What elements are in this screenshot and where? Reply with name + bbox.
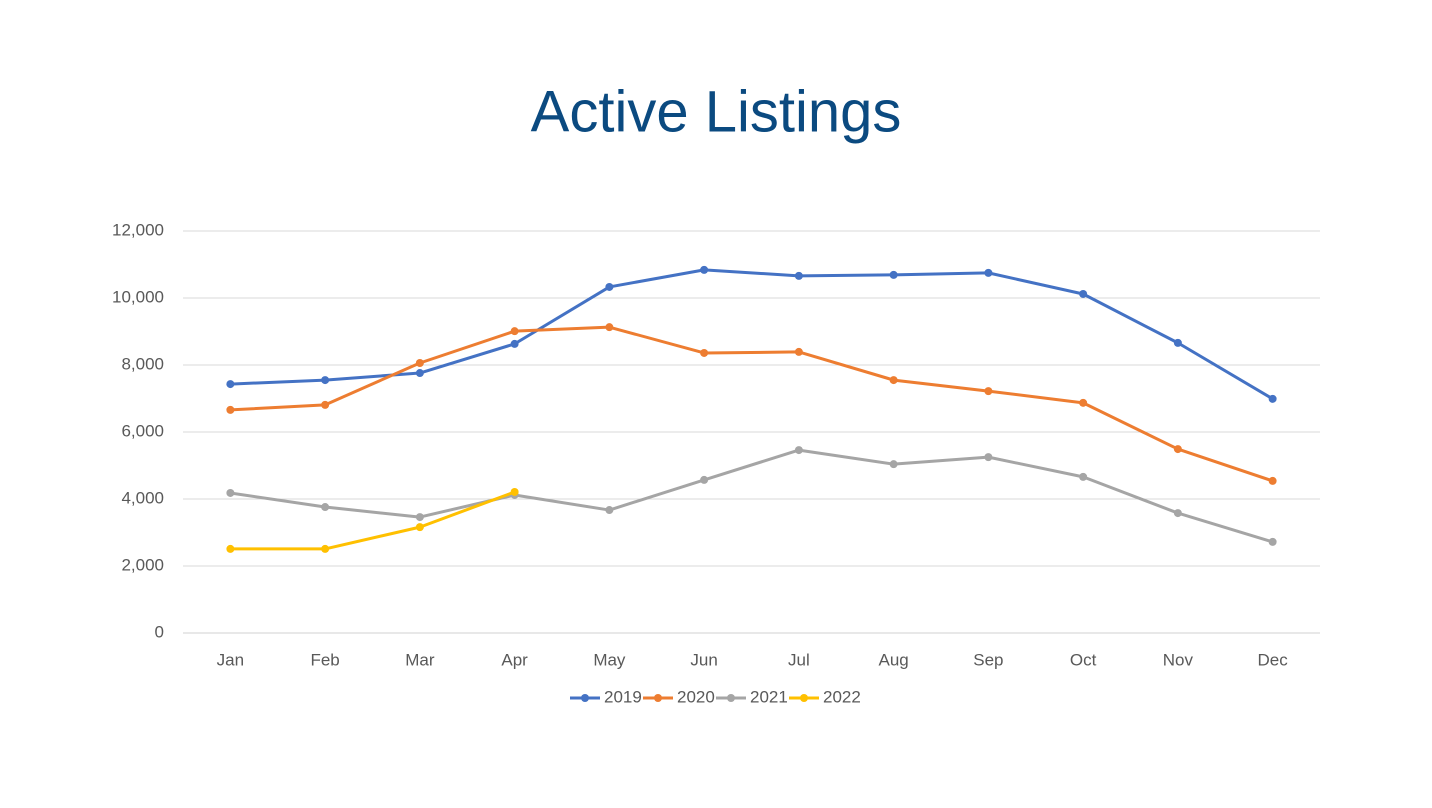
point	[321, 544, 330, 553]
point	[1173, 445, 1182, 454]
x-tick-label: May	[593, 650, 626, 669]
x-tick-label: Apr	[501, 650, 528, 669]
y-tick-label: 10,000	[112, 287, 164, 306]
legend-label: 2020	[677, 687, 715, 706]
point	[1173, 509, 1182, 518]
point	[321, 376, 330, 385]
point	[415, 369, 424, 378]
point	[415, 523, 424, 532]
series-line	[230, 490, 516, 551]
legend-marker	[654, 694, 662, 702]
point	[1173, 338, 1182, 347]
point	[1268, 537, 1277, 546]
x-tick-label: Feb	[310, 650, 339, 669]
point	[321, 503, 330, 512]
point	[1079, 472, 1088, 481]
series-line	[230, 448, 1274, 544]
point	[226, 544, 235, 553]
point	[1268, 394, 1277, 403]
point	[700, 475, 709, 484]
chart-title: Active Listings	[531, 79, 902, 144]
point	[889, 460, 898, 469]
point	[1079, 398, 1088, 407]
point	[700, 265, 709, 274]
point	[984, 453, 993, 462]
series-line	[230, 268, 1274, 401]
point	[226, 488, 235, 497]
point	[510, 487, 519, 496]
point	[605, 323, 614, 332]
x-tick-label: Sep	[973, 650, 1003, 669]
y-tick-label: 6,000	[121, 421, 164, 440]
y-tick-label: 4,000	[121, 488, 164, 507]
point	[415, 358, 424, 367]
point	[700, 348, 709, 357]
point	[605, 506, 614, 515]
point	[226, 380, 235, 389]
x-tick-label: Nov	[1163, 650, 1194, 669]
point	[605, 282, 614, 291]
point	[510, 327, 519, 336]
legend-label: 2022	[823, 687, 861, 706]
point	[226, 405, 235, 414]
point	[889, 270, 898, 279]
legend-marker	[581, 694, 589, 702]
point	[1268, 476, 1277, 485]
point	[321, 400, 330, 409]
point	[415, 513, 424, 522]
legend-marker	[800, 694, 808, 702]
point	[794, 347, 803, 356]
point	[794, 446, 803, 455]
point	[984, 387, 993, 396]
x-tick-label: Jun	[690, 650, 717, 669]
series-line	[230, 325, 1274, 483]
legend-marker	[727, 694, 735, 702]
point	[794, 271, 803, 280]
y-tick-label: 8,000	[121, 354, 164, 373]
point	[510, 339, 519, 348]
legend-label: 2021	[750, 687, 788, 706]
x-tick-label: Jul	[788, 650, 810, 669]
point	[889, 376, 898, 385]
point	[984, 268, 993, 277]
legend-label: 2019	[604, 687, 642, 706]
y-tick-label: 12,000	[112, 220, 164, 239]
y-tick-label: 2,000	[121, 555, 164, 574]
point	[1079, 289, 1088, 298]
x-tick-label: Dec	[1258, 650, 1289, 669]
x-tick-label: Oct	[1070, 650, 1097, 669]
y-tick-label: 0	[155, 622, 164, 641]
x-tick-label: Jan	[217, 650, 244, 669]
x-tick-label: Mar	[405, 650, 435, 669]
x-tick-label: Aug	[879, 650, 909, 669]
